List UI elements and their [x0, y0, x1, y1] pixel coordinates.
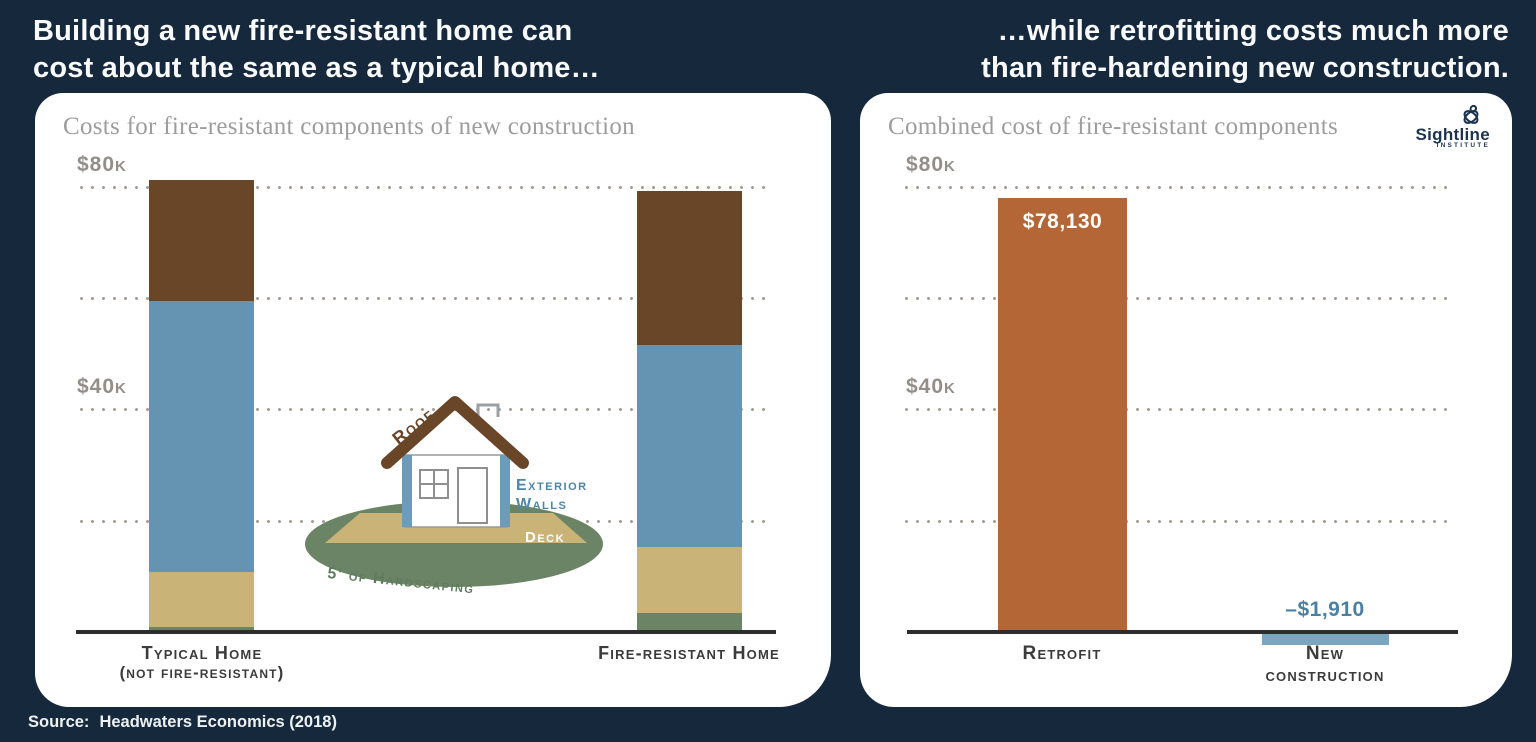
x-axis-line-left	[76, 630, 776, 634]
segment-5-of-hardscaping	[637, 612, 742, 633]
wall-strip-left	[402, 455, 412, 527]
bar-new-construction	[1262, 634, 1389, 645]
segment-roof	[637, 190, 742, 345]
source-label: Source:	[28, 713, 90, 731]
left-chart-title: Costs for fire-resistant components of n…	[63, 113, 635, 140]
right-headline-line1: …while retrofitting costs much more	[997, 15, 1509, 47]
ytick-80k: $80k	[906, 153, 956, 176]
door-icon	[457, 467, 488, 524]
segment-deck	[149, 572, 254, 628]
left-headline: Building a new fire-resistant home can c…	[33, 13, 600, 87]
ytick-80k: $80k	[77, 153, 127, 176]
deck-shape	[325, 513, 587, 543]
segment-exterior-walls	[149, 300, 254, 573]
bar-fire-resistant-home	[637, 190, 742, 633]
new-construction-cost-panel: Costs for fire-resistant components of n…	[35, 93, 831, 707]
new-construction-value-label: –$1,910	[1285, 598, 1365, 621]
sightline-institute-text: INSTITUTE	[1436, 142, 1490, 149]
source-line: Source: Headwaters Economics (2018)	[28, 713, 337, 732]
roof-shape	[381, 396, 529, 469]
combined-cost-panel: Combined cost of fire-resistant componen…	[860, 93, 1512, 707]
left-headline-line1: Building a new fire-resistant home can	[33, 15, 573, 47]
source-text: Headwaters Economics (2018)	[99, 713, 337, 731]
right-headline: …while retrofitting costs much more than…	[981, 13, 1509, 87]
house-components-illustration: Roof Exterior Walls Deck 5' of Hardscapi…	[305, 396, 603, 597]
gridline-40k	[80, 408, 770, 411]
walls-label-line2: Walls	[516, 496, 567, 513]
sightline-logo-icon	[1463, 104, 1479, 124]
window-icon	[419, 469, 449, 499]
right-headline-line2: than fire-hardening new construction.	[981, 52, 1509, 84]
walls-label-line1: Exterior	[516, 477, 588, 494]
category-new-construction: New construction	[1265, 643, 1385, 686]
bar-retrofit: $78,130	[998, 198, 1127, 633]
sightline-wordmark: Sightline	[1415, 125, 1490, 144]
ytick-40k: $40k	[906, 375, 956, 398]
x-axis-line-right	[907, 630, 1458, 634]
left-headline-line2: cost about the same as a typical home…	[33, 52, 600, 84]
gridline-20k	[905, 520, 1455, 523]
gridline-60k	[905, 297, 1455, 300]
right-chart-title: Combined cost of fire-resistant componen…	[888, 113, 1339, 140]
retrofit-value-label: $78,130	[1022, 210, 1103, 234]
category-retrofit: Retrofit	[1022, 643, 1102, 664]
segment-exterior-walls	[637, 344, 742, 548]
segment-deck	[637, 547, 742, 613]
gridline-60k	[80, 297, 770, 300]
ytick-40k: $40k	[77, 375, 127, 398]
segment-roof	[149, 179, 254, 301]
wall-strip-right	[500, 455, 510, 527]
deck-label: Deck	[525, 529, 565, 546]
gridline-40k	[905, 408, 1455, 411]
gridline-80k	[905, 186, 1455, 189]
gridline-80k	[80, 186, 770, 189]
category-typical-home: Typical Home (not fire-resistant)	[119, 643, 285, 682]
sightline-logo: Sightline INSTITUTE	[1416, 103, 1490, 149]
category-fire-resistant-home: Fire-resistant Home	[598, 643, 780, 663]
bar-typical-home	[149, 179, 254, 633]
